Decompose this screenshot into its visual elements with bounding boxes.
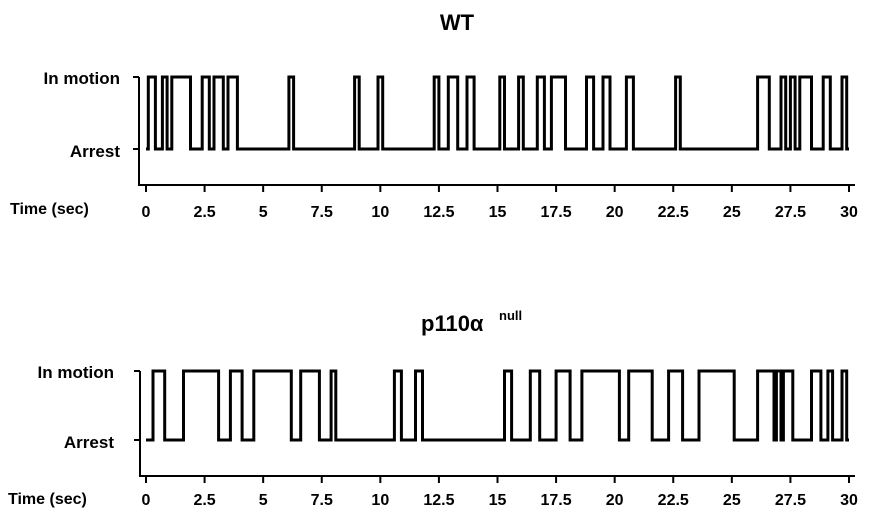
x-tick-label-wt: 22.5	[658, 204, 689, 221]
x-tick-label-p110: 5	[259, 492, 268, 509]
state-label-arrest-wt: Arrest	[70, 142, 120, 161]
state-label-arrest-p110: Arrest	[64, 433, 114, 452]
chart-title-p110: p110α	[421, 311, 484, 336]
x-tick-label-wt: 10	[371, 204, 389, 221]
x-tick-label-wt: 30	[840, 204, 858, 221]
x-axis-label-p110: Time (sec)	[8, 491, 87, 508]
x-tick-label-p110: 17.5	[541, 492, 572, 509]
x-axis-label-wt: Time (sec)	[10, 201, 89, 218]
x-tick-label-p110: 2.5	[193, 492, 215, 509]
x-tick-label-p110: 30	[840, 492, 858, 509]
x-tick-label-wt: 20	[606, 204, 624, 221]
x-tick-label-p110: 12.5	[423, 492, 454, 509]
x-tick-label-wt: 0	[142, 204, 151, 221]
chart-title-superscript-p110: null	[499, 308, 522, 323]
x-tick-label-p110: 7.5	[311, 492, 333, 509]
motion-trace-p110	[146, 369, 849, 442]
x-tick-label-wt: 17.5	[541, 204, 572, 221]
axis-lines-p110	[139, 371, 855, 477]
x-tick-label-p110: 0	[142, 492, 151, 509]
chart-title-wt: WT	[440, 10, 475, 35]
x-tick-label-wt: 25	[723, 204, 741, 221]
x-tick-label-wt: 5	[259, 204, 268, 221]
x-tick-label-wt: 7.5	[311, 204, 333, 221]
x-tick-label-wt: 2.5	[193, 204, 215, 221]
x-tick-label-wt: 15	[489, 204, 507, 221]
x-tick-label-p110: 15	[489, 492, 507, 509]
axis-lines-wt	[138, 77, 855, 186]
x-tick-label-p110: 27.5	[775, 492, 806, 509]
x-tick-label-p110: 25	[723, 492, 741, 509]
x-tick-label-p110: 10	[371, 492, 389, 509]
motion-trace-wt	[146, 75, 849, 151]
x-tick-label-p110: 22.5	[658, 492, 689, 509]
plot-layer: 0 2.5 5 7.5 10 12.5 15 17.5 20 22.5 25 27.5 30 0 2.5 5 7…	[133, 75, 858, 509]
x-tick-label-p110: 20	[606, 492, 624, 509]
x-tick-label-wt: 12.5	[423, 204, 454, 221]
state-label-in-motion-wt: In motion	[44, 69, 120, 88]
state-label-in-motion-p110: In motion	[38, 363, 114, 382]
x-tick-label-wt: 27.5	[775, 204, 806, 221]
